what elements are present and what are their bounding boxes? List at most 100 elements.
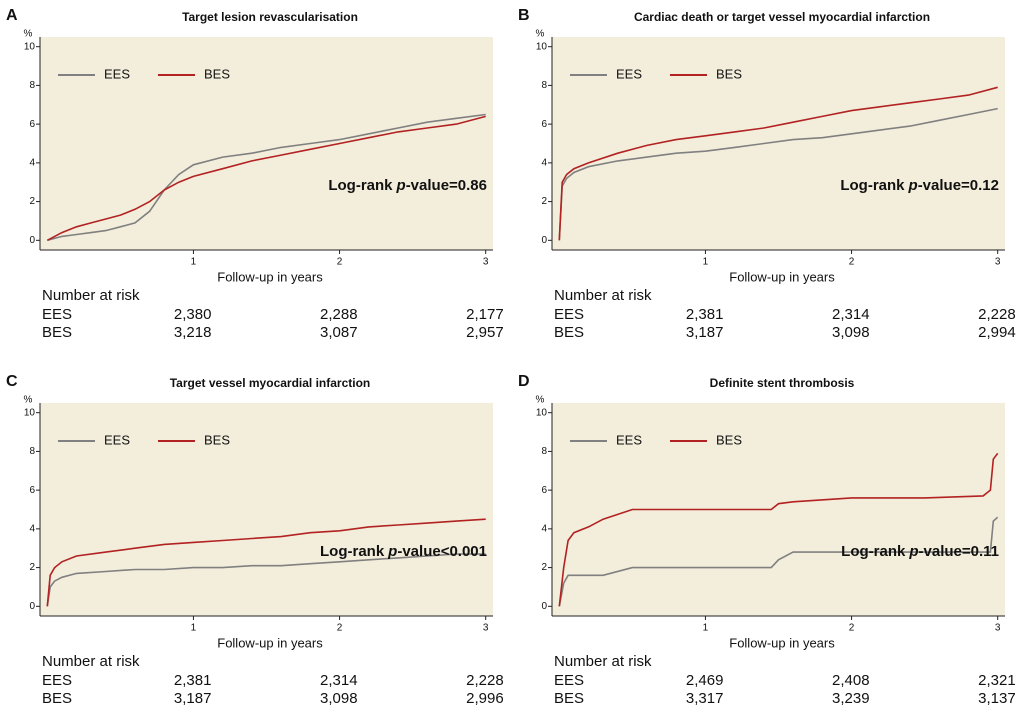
y-tick-label: 4 — [29, 158, 35, 169]
risk-count: 3,187 — [686, 324, 724, 341]
risk-row-name: BES — [42, 690, 72, 707]
x-tick-label: 2 — [337, 257, 343, 268]
panel: A Target lesion revascularisation% 0 2 4 6 8 10… — [6, 7, 504, 341]
risk-table-title: Number at risk — [554, 287, 652, 304]
annotation-italic: p — [396, 177, 406, 194]
x-tick-label: 1 — [703, 257, 709, 268]
risk-table-title: Number at risk — [42, 287, 140, 304]
y-tick-label: 8 — [541, 446, 547, 457]
risk-count: 3,087 — [320, 324, 358, 341]
risk-count: 3,239 — [832, 690, 870, 707]
panel-letter: A — [6, 7, 18, 24]
annotation-suffix: -value=0.12 — [918, 177, 999, 194]
x-tick-label: 1 — [703, 623, 709, 634]
annotation-prefix: Log-rank — [320, 543, 385, 560]
y-tick-label: 8 — [29, 80, 35, 91]
x-tick-label: 3 — [483, 623, 489, 634]
risk-count: 3,187 — [174, 690, 212, 707]
risk-count: 2,380 — [174, 306, 212, 323]
risk-count: 2,288 — [320, 306, 358, 323]
panel-letter: B — [518, 7, 530, 24]
legend-label: EES — [616, 66, 642, 81]
plot-area — [40, 403, 493, 616]
y-tick-label: 8 — [541, 80, 547, 91]
risk-count: 2,996 — [466, 690, 504, 707]
x-tick-label: 3 — [483, 257, 489, 268]
annotation-prefix: Log-rank — [841, 543, 906, 560]
legend-label: BES — [204, 66, 230, 81]
risk-count: 2,314 — [832, 306, 870, 323]
y-tick-label: 6 — [29, 119, 35, 130]
survival-curve — [558, 516, 999, 607]
risk-count: 3,218 — [174, 324, 212, 341]
legend-label: BES — [204, 432, 230, 447]
risk-count: 2,994 — [978, 324, 1016, 341]
y-tick-label: 2 — [541, 562, 547, 573]
y-tick-label: 0 — [541, 235, 547, 246]
y-tick-label: 10 — [24, 407, 36, 418]
y-axis-label: % — [536, 395, 545, 406]
y-axis-label: % — [536, 29, 545, 40]
annotation: Log-rank p-value=0.86 — [328, 177, 487, 194]
plot-area — [40, 37, 493, 250]
risk-count: 2,321 — [978, 672, 1016, 689]
risk-table-title: Number at risk — [554, 653, 652, 670]
y-tick-label: 0 — [29, 235, 35, 246]
chart-title: Target vessel myocardial infarction — [170, 376, 371, 390]
survival-curve — [46, 518, 486, 607]
annotation-italic: p — [387, 543, 397, 560]
x-axis-label: Follow-up in years — [729, 269, 835, 284]
risk-count: 2,228 — [466, 672, 504, 689]
x-tick-label: 2 — [337, 623, 343, 634]
y-tick-label: 6 — [29, 485, 35, 496]
risk-count: 2,469 — [686, 672, 724, 689]
annotation-suffix: -value=0.86 — [406, 177, 487, 194]
x-axis-label: Follow-up in years — [729, 635, 835, 650]
plot-area — [552, 37, 1005, 250]
panel: B Cardiac death or target vessel myocardi… — [518, 7, 1016, 341]
risk-row-name: EES — [554, 672, 584, 689]
chart-title: Target lesion revascularisation — [182, 10, 358, 24]
y-tick-label: 0 — [29, 601, 35, 612]
legend-label: BES — [716, 432, 742, 447]
annotation: Log-rank p-value=0.11 — [841, 543, 999, 560]
risk-table-title: Number at risk — [42, 653, 140, 670]
y-tick-label: 10 — [536, 407, 548, 418]
annotation-prefix: Log-rank — [328, 177, 393, 194]
legend-label: EES — [104, 66, 130, 81]
survival-curve — [46, 553, 486, 607]
risk-row-name: BES — [554, 690, 584, 707]
plot-area — [552, 403, 1005, 616]
x-tick-label: 1 — [191, 257, 197, 268]
risk-count: 2,177 — [466, 306, 504, 323]
risk-row-name: BES — [554, 324, 584, 341]
survival-curve — [46, 115, 486, 242]
risk-count: 2,228 — [978, 306, 1016, 323]
y-tick-label: 10 — [24, 41, 36, 52]
y-tick-label: 2 — [29, 196, 35, 207]
annotation-italic: p — [908, 543, 918, 560]
risk-count: 3,098 — [832, 324, 870, 341]
panel: C Target vessel myocardial infarction% 0 2 4… — [6, 373, 504, 707]
annotation-suffix: -value=0.11 — [919, 543, 999, 560]
annotation-italic: p — [908, 177, 918, 194]
risk-count: 2,381 — [686, 306, 724, 323]
x-axis-label: Follow-up in years — [217, 269, 323, 284]
y-tick-label: 6 — [541, 485, 547, 496]
risk-count: 2,408 — [832, 672, 870, 689]
survival-curve — [47, 113, 486, 242]
risk-count: 3,098 — [320, 690, 358, 707]
y-tick-label: 4 — [29, 524, 35, 535]
y-tick-label: 8 — [29, 446, 35, 457]
y-axis-label: % — [24, 29, 33, 40]
y-tick-label: 2 — [541, 196, 547, 207]
survival-curve — [558, 107, 998, 241]
risk-row-name: EES — [42, 306, 72, 323]
panel-letter: D — [518, 373, 530, 390]
annotation-suffix: -value<0.001 — [397, 543, 487, 560]
risk-count: 2,957 — [466, 324, 504, 341]
y-tick-label: 4 — [541, 158, 547, 169]
legend-label: BES — [716, 66, 742, 81]
